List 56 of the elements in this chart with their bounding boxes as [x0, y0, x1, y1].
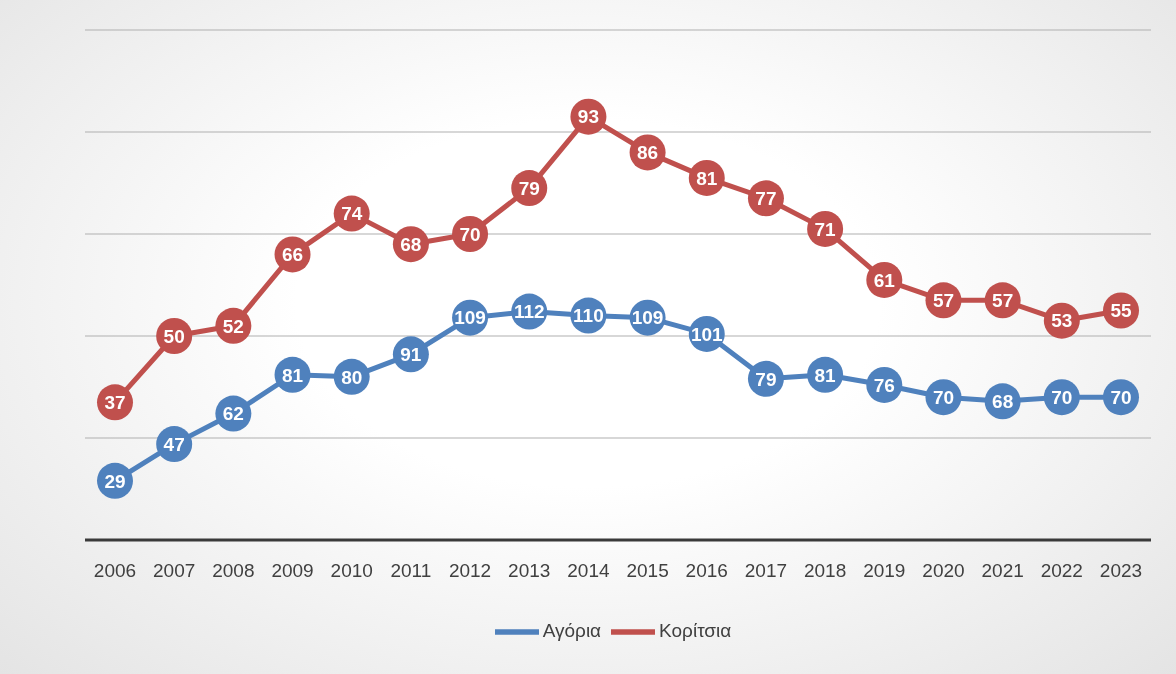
data-label: 47	[163, 433, 185, 455]
data-label: 71	[814, 218, 837, 240]
x-tick-label: 2015	[626, 560, 669, 582]
data-label: 74	[341, 203, 363, 225]
data-label: 70	[459, 223, 481, 245]
data-label: 57	[992, 290, 1014, 312]
data-label: 77	[755, 188, 777, 210]
data-label: 101	[690, 323, 724, 345]
data-label: 70	[932, 386, 955, 408]
data-label: 81	[281, 364, 304, 386]
data-label: 50	[163, 325, 185, 347]
x-tick-label: 2012	[448, 560, 492, 582]
data-label: 68	[992, 391, 1014, 413]
data-label: 81	[696, 167, 718, 189]
x-tick-label: 2023	[1099, 560, 1143, 582]
x-tick-label: 2014	[567, 560, 610, 582]
data-label: 55	[1110, 300, 1132, 322]
x-tick-label: 2010	[330, 560, 373, 582]
x-tick-label: 2016	[685, 560, 728, 582]
legend-label: Κορίτσια	[659, 620, 732, 642]
x-tick-label: 2013	[508, 560, 551, 582]
legend-label: Αγόρια	[542, 620, 602, 642]
data-label: 70	[1051, 386, 1073, 408]
x-tick-label: 2011	[390, 560, 432, 582]
x-tick-label: 2009	[271, 560, 314, 582]
data-label: 109	[454, 307, 486, 329]
data-label: 37	[104, 392, 126, 414]
data-label: 79	[518, 177, 540, 199]
x-tick-label: 2019	[863, 560, 906, 582]
x-tick-label: 2021	[981, 560, 1024, 582]
x-tick-label: 2018	[803, 560, 847, 582]
x-tick-label: 2008	[212, 560, 255, 582]
data-label: 66	[281, 244, 304, 266]
data-label: 70	[1110, 386, 1132, 408]
data-label: 76	[873, 374, 895, 396]
data-label: 109	[631, 307, 664, 329]
x-tick-label: 2007	[153, 560, 196, 582]
data-label: 91	[400, 344, 422, 366]
data-label: 80	[341, 366, 363, 388]
data-label: 86	[637, 142, 659, 164]
x-tick-label: 2022	[1040, 560, 1083, 582]
x-tick-label: 2017	[744, 560, 788, 582]
data-label: 52	[222, 315, 244, 337]
x-tick-label: 2020	[922, 560, 965, 582]
data-label: 61	[873, 269, 896, 291]
data-label: 112	[513, 301, 545, 323]
data-label: 57	[932, 290, 955, 312]
data-label: 81	[814, 364, 837, 386]
data-label: 68	[400, 233, 422, 255]
data-label: 79	[755, 368, 777, 390]
data-label: 110	[573, 305, 604, 327]
data-label: 62	[222, 403, 244, 425]
data-label: 53	[1051, 310, 1073, 332]
data-label: 29	[104, 470, 126, 492]
x-tick-label: 2006	[93, 560, 137, 582]
data-label: 93	[577, 106, 599, 128]
